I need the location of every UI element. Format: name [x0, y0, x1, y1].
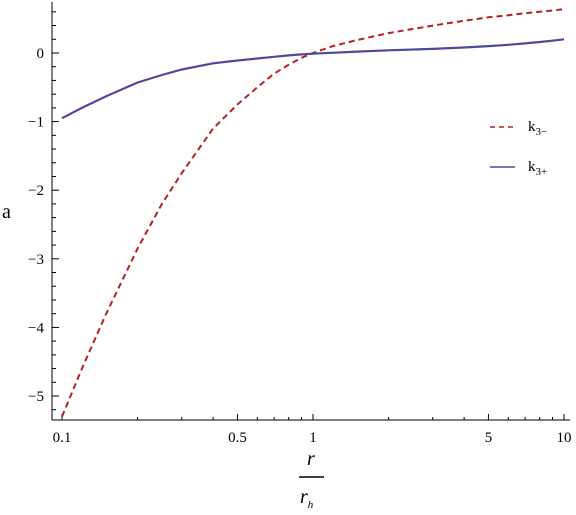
x-axis-label: r rh — [299, 448, 324, 511]
x-axis-label-denominator-sub: h — [308, 499, 314, 511]
series-line-k3-minus — [61, 8, 565, 417]
y-tick-label: −5 — [28, 389, 44, 405]
x-axis-label-denominator: rh — [300, 486, 314, 511]
plot-frame — [51, 2, 570, 421]
x-tick-label: 0.1 — [53, 430, 72, 446]
x-tick-label: 10 — [557, 430, 572, 446]
x-axis-label-numerator: r — [307, 448, 315, 470]
tick-labels: 0.1 0.5 1 5 10 0 −1 −2 −3 −4 −5 — [28, 46, 571, 446]
x-tick-label: 0.5 — [228, 430, 247, 446]
legend: k3− k3+ — [490, 119, 547, 178]
y-tick-label: −4 — [28, 320, 44, 336]
y-axis-label: a — [2, 201, 11, 223]
axis-ticks — [52, 11, 565, 420]
legend-entry-k3-minus: k3− — [490, 119, 547, 138]
series-line-k3-plus — [61, 38, 565, 120]
legend-label-k3-minus: k3− — [528, 119, 547, 138]
y-tick-label: −1 — [28, 115, 44, 131]
y-tick-label: 0 — [37, 46, 45, 62]
y-tick-label: −3 — [28, 252, 44, 268]
legend-entry-k3-plus: k3+ — [490, 159, 547, 178]
legend-label-k3-plus: k3+ — [528, 159, 547, 178]
x-tick-label: 1 — [309, 430, 317, 446]
y-tick-label: −2 — [28, 183, 44, 199]
series-lines — [61, 8, 565, 417]
x-tick-label: 5 — [485, 430, 493, 446]
